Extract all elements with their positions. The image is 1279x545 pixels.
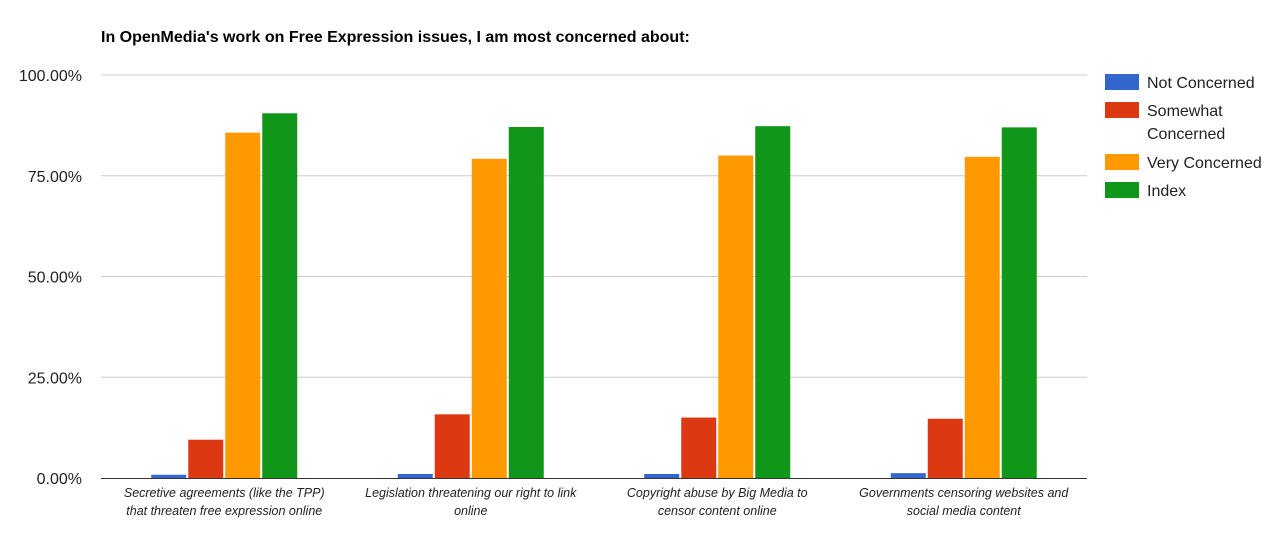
bars (151, 113, 1037, 478)
legend: Not Concerned Somewhat Concerned Very Conce… (1105, 74, 1262, 200)
bar-not-concerned (890, 473, 926, 478)
legend-swatch (1105, 102, 1139, 118)
bar-index (262, 113, 298, 478)
y-tick-label: 25.00% (28, 370, 82, 387)
legend-label: Somewhat (1147, 103, 1223, 120)
x-category-label: social media content (907, 504, 1021, 518)
y-tick-label: 100.00% (19, 68, 82, 85)
x-category-label: Copyright abuse by Big Media to (627, 486, 808, 500)
bar-very-concerned (471, 158, 507, 478)
legend-swatch (1105, 182, 1139, 198)
bar-not-concerned (644, 473, 680, 478)
legend-label: Index (1147, 183, 1186, 200)
x-axis-categories: Secretive agreements (like the TPP) that … (124, 486, 1070, 518)
y-tick-label: 0.00% (37, 471, 82, 488)
x-category-label: Secretive agreements (like the TPP) (124, 486, 325, 500)
legend-label: Concerned (1147, 126, 1225, 143)
x-category-label: censor content online (658, 504, 777, 518)
bar-very-concerned (964, 156, 1000, 478)
bar-somewhat-concerned (927, 418, 963, 478)
legend-swatch (1105, 74, 1139, 90)
bar-not-concerned (397, 473, 433, 478)
legend-swatch (1105, 154, 1139, 170)
bar-somewhat-concerned (681, 417, 717, 478)
bar-not-concerned (151, 474, 187, 478)
y-axis-ticks: 0.00% 25.00% 50.00% 75.00% 100.00% (19, 68, 82, 488)
bar-very-concerned (718, 155, 754, 478)
y-tick-label: 50.00% (28, 270, 82, 287)
x-category-label: Legislation threatening our right to lin… (365, 486, 577, 500)
legend-label: Not Concerned (1147, 75, 1255, 92)
bar-somewhat-concerned (434, 414, 470, 478)
x-category-label: online (454, 504, 487, 518)
chart-title: In OpenMedia's work on Free Expression i… (101, 29, 690, 46)
y-tick-label: 75.00% (28, 169, 82, 186)
legend-label: Very Concerned (1147, 155, 1262, 172)
bar-somewhat-concerned (188, 439, 224, 478)
bar-very-concerned (225, 132, 261, 478)
bar-index (508, 126, 544, 478)
x-category-label: Governments censoring websites and (859, 486, 1069, 500)
bar-index (1001, 127, 1037, 478)
x-category-label: that threaten free expression online (126, 504, 322, 518)
bar-index (755, 126, 791, 478)
